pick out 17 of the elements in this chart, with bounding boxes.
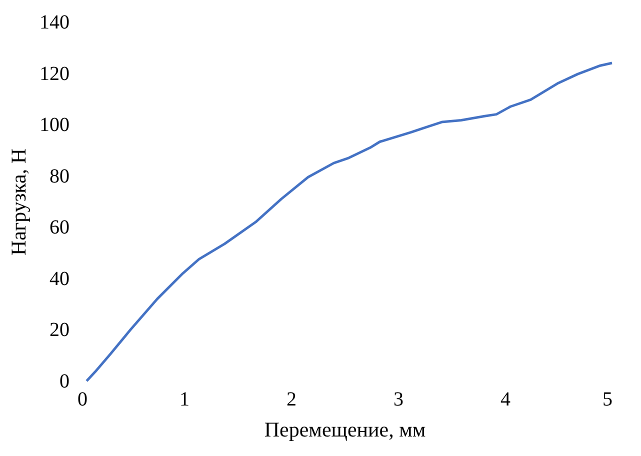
x-tick-label: 2 <box>286 388 296 410</box>
line-series <box>85 62 614 382</box>
y-tick-label: 20 <box>50 319 70 342</box>
y-tick-label: 80 <box>50 165 70 188</box>
y-tick-label: 60 <box>50 216 70 239</box>
x-tick-label: 0 <box>78 388 88 410</box>
x-tick-label: 4 <box>500 388 510 410</box>
y-tick-label: 0 <box>60 370 70 392</box>
y-axis-title: Нагрузка, Н <box>6 148 30 256</box>
x-axis-title: Перемещение, мм <box>264 418 426 442</box>
x-tick-label: 1 <box>180 388 190 410</box>
y-tick-label: 40 <box>50 268 70 290</box>
x-tick-label: 3 <box>394 388 404 410</box>
y-tick-label: 120 <box>40 62 70 85</box>
x-tick-label: 5 <box>602 388 612 410</box>
y-tick-label: 140 <box>40 12 70 34</box>
y-tick-label: 100 <box>40 114 70 136</box>
